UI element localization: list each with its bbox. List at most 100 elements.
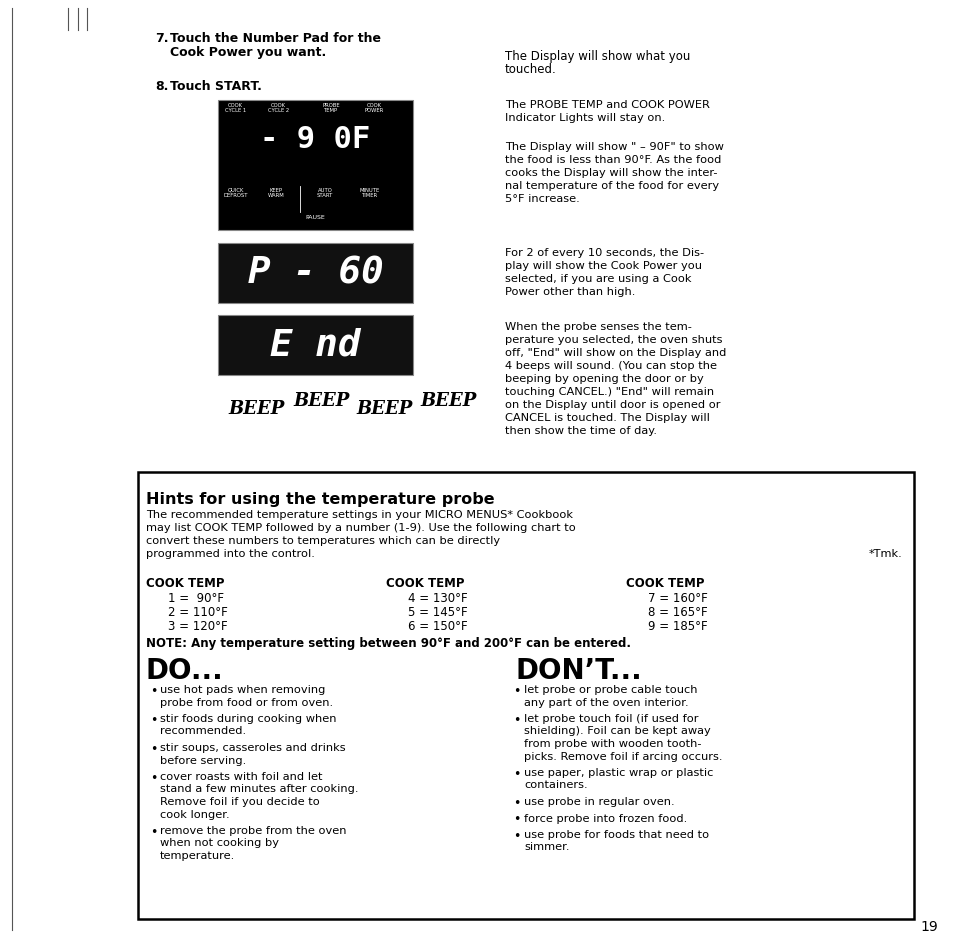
Text: shielding). Foil can be kept away: shielding). Foil can be kept away <box>523 726 710 737</box>
Text: stand a few minutes after cooking.: stand a few minutes after cooking. <box>160 784 358 795</box>
Text: BEEP: BEEP <box>419 392 476 410</box>
Text: 8.: 8. <box>154 80 168 93</box>
Text: then show the time of day.: then show the time of day. <box>504 426 657 436</box>
Text: COOK
CYCLE 2: COOK CYCLE 2 <box>268 103 289 113</box>
Text: •: • <box>513 813 519 827</box>
Text: DO...: DO... <box>146 657 224 685</box>
Text: perature you selected, the oven shuts: perature you selected, the oven shuts <box>504 335 721 345</box>
Text: convert these numbers to temperatures which can be directly: convert these numbers to temperatures wh… <box>146 536 499 546</box>
Text: 8 = 165°F: 8 = 165°F <box>647 606 707 619</box>
Text: play will show the Cook Power you: play will show the Cook Power you <box>504 261 701 271</box>
Text: DON’T...: DON’T... <box>516 657 642 685</box>
Text: 5 = 145°F: 5 = 145°F <box>408 606 467 619</box>
Text: •: • <box>150 772 157 785</box>
Text: from probe with wooden tooth-: from probe with wooden tooth- <box>523 739 700 749</box>
Text: •: • <box>513 714 519 727</box>
Text: use hot pads when removing: use hot pads when removing <box>160 685 325 695</box>
Bar <box>218 315 413 375</box>
Text: QUICK
DEFROST: QUICK DEFROST <box>223 188 248 198</box>
Text: •: • <box>513 830 519 843</box>
Text: 4 beeps will sound. (You can stop the: 4 beeps will sound. (You can stop the <box>504 361 717 371</box>
Text: programmed into the control.: programmed into the control. <box>146 549 314 559</box>
Text: Touch the Number Pad for the: Touch the Number Pad for the <box>170 32 380 45</box>
Text: BEEP: BEEP <box>293 392 349 410</box>
Text: on the Display until door is opened or: on the Display until door is opened or <box>504 400 720 410</box>
Text: When the probe senses the tem-: When the probe senses the tem- <box>504 322 691 332</box>
Text: 4 = 130°F: 4 = 130°F <box>408 592 467 605</box>
Text: MINUTE
TIMER: MINUTE TIMER <box>359 188 380 198</box>
Text: Touch START.: Touch START. <box>170 80 262 93</box>
Text: COOK
POWER: COOK POWER <box>364 103 383 113</box>
Text: when not cooking by: when not cooking by <box>160 839 278 848</box>
Text: PAUSE: PAUSE <box>305 215 325 220</box>
Text: let probe touch foil (if used for: let probe touch foil (if used for <box>523 714 698 724</box>
Text: KEEP
WARM: KEEP WARM <box>268 188 285 198</box>
Text: stir foods during cooking when: stir foods during cooking when <box>160 714 336 724</box>
Text: cover roasts with foil and let: cover roasts with foil and let <box>160 772 322 782</box>
Text: The Display will show what you: The Display will show what you <box>504 50 690 63</box>
Text: •: • <box>150 685 157 698</box>
Text: Cook Power you want.: Cook Power you want. <box>170 46 326 59</box>
Text: Power other than high.: Power other than high. <box>504 287 635 297</box>
Text: COOK
CYCLE 1: COOK CYCLE 1 <box>225 103 246 113</box>
Text: cook longer.: cook longer. <box>160 810 230 819</box>
Text: The recommended temperature settings in your MICRO MENUS* Cookbook: The recommended temperature settings in … <box>146 510 573 520</box>
Text: off, "End" will show on the Display and: off, "End" will show on the Display and <box>504 348 725 358</box>
Text: touched.: touched. <box>504 63 557 76</box>
Text: force probe into frozen food.: force probe into frozen food. <box>523 813 686 824</box>
Text: Remove foil if you decide to: Remove foil if you decide to <box>160 797 319 807</box>
Text: PROBE
TEMP: PROBE TEMP <box>322 103 339 113</box>
Text: CANCEL is touched. The Display will: CANCEL is touched. The Display will <box>504 413 709 423</box>
Text: cooks the Display will show the inter-: cooks the Display will show the inter- <box>504 168 717 178</box>
Bar <box>218 243 413 303</box>
Text: may list COOK TEMP followed by a number (1-9). Use the following chart to: may list COOK TEMP followed by a number … <box>146 523 576 533</box>
Text: AUTO
START: AUTO START <box>316 188 334 198</box>
Text: any part of the oven interior.: any part of the oven interior. <box>523 698 688 708</box>
Text: •: • <box>513 797 519 810</box>
Text: COOK TEMP: COOK TEMP <box>625 577 703 590</box>
Text: P - 60: P - 60 <box>248 255 383 291</box>
Text: COOK TEMP: COOK TEMP <box>386 577 464 590</box>
Text: stir soups, casseroles and drinks: stir soups, casseroles and drinks <box>160 743 345 753</box>
Text: •: • <box>150 714 157 727</box>
Text: temperature.: temperature. <box>160 851 235 861</box>
Text: use paper, plastic wrap or plastic: use paper, plastic wrap or plastic <box>523 768 713 778</box>
Text: •: • <box>150 743 157 756</box>
Text: probe from food or from oven.: probe from food or from oven. <box>160 698 333 708</box>
Text: recommended.: recommended. <box>160 726 246 737</box>
Text: 9 = 185°F: 9 = 185°F <box>647 620 707 633</box>
Text: •: • <box>150 826 157 839</box>
Text: the food is less than 90°F. As the food: the food is less than 90°F. As the food <box>504 155 720 165</box>
Text: remove the probe from the oven: remove the probe from the oven <box>160 826 346 836</box>
Text: let probe or probe cable touch: let probe or probe cable touch <box>523 685 697 695</box>
Text: •: • <box>513 768 519 781</box>
Text: For 2 of every 10 seconds, the Dis-: For 2 of every 10 seconds, the Dis- <box>504 248 703 258</box>
Text: E nd: E nd <box>270 327 360 363</box>
Text: Indicator Lights will stay on.: Indicator Lights will stay on. <box>504 113 664 123</box>
Text: The Display will show " – 90F" to show: The Display will show " – 90F" to show <box>504 142 723 152</box>
Text: *Tmk.: *Tmk. <box>868 549 902 559</box>
Text: 6 = 150°F: 6 = 150°F <box>408 620 467 633</box>
Text: selected, if you are using a Cook: selected, if you are using a Cook <box>504 274 691 284</box>
Text: The PROBE TEMP and COOK POWER: The PROBE TEMP and COOK POWER <box>504 100 709 110</box>
Text: touching CANCEL.) "End" will remain: touching CANCEL.) "End" will remain <box>504 387 714 397</box>
Text: 2 = 110°F: 2 = 110°F <box>168 606 228 619</box>
Text: picks. Remove foil if arcing occurs.: picks. Remove foil if arcing occurs. <box>523 752 721 761</box>
Text: BEEP: BEEP <box>355 400 412 418</box>
Bar <box>218 100 413 230</box>
Text: BEEP: BEEP <box>228 400 284 418</box>
Text: beeping by opening the door or by: beeping by opening the door or by <box>504 374 703 384</box>
Text: use probe for foods that need to: use probe for foods that need to <box>523 830 708 840</box>
Text: NOTE: Any temperature setting between 90°F and 200°F can be entered.: NOTE: Any temperature setting between 90… <box>146 637 630 650</box>
Text: 7.: 7. <box>154 32 169 45</box>
Text: 5°F increase.: 5°F increase. <box>504 194 579 204</box>
Text: - 9 0F: - 9 0F <box>260 125 370 154</box>
Bar <box>138 472 913 919</box>
Text: COOK TEMP: COOK TEMP <box>146 577 224 590</box>
Text: 1 =  90°F: 1 = 90°F <box>168 592 224 605</box>
Text: 7 = 160°F: 7 = 160°F <box>647 592 707 605</box>
Text: use probe in regular oven.: use probe in regular oven. <box>523 797 674 807</box>
Text: •: • <box>513 685 519 698</box>
Text: before serving.: before serving. <box>160 755 246 766</box>
Text: Hints for using the temperature probe: Hints for using the temperature probe <box>146 492 494 507</box>
